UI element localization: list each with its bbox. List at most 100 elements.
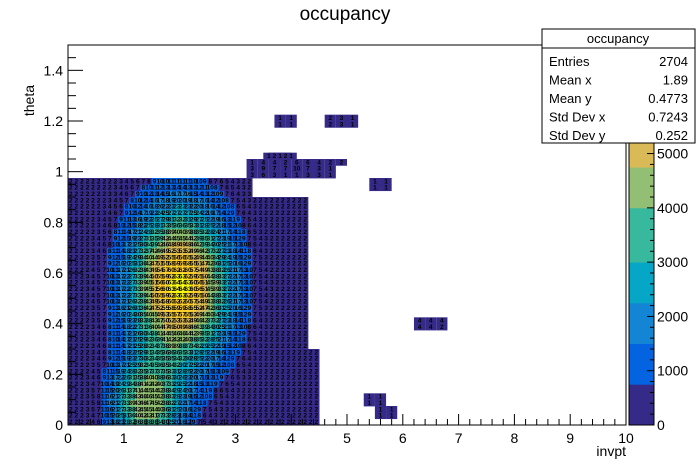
heatmap-cell-count: 17	[235, 299, 243, 306]
heatmap-cell-count: 18	[229, 318, 237, 325]
heatmap-cell-count: 3	[259, 349, 263, 356]
heatmap-cell-count: 9	[248, 254, 252, 261]
heatmap-cell-count: 2	[303, 381, 307, 388]
heatmap-cell	[235, 292, 242, 299]
heatmap-cell	[291, 418, 298, 426]
heatmap-cell-count: 14	[123, 229, 131, 236]
heatmap-cell-count: 42	[156, 400, 164, 407]
heatmap-cell	[168, 406, 175, 413]
heatmap-cell-count: 18	[190, 197, 198, 204]
heatmap-cell	[101, 260, 108, 268]
heatmap-cell-count: 11	[151, 185, 158, 192]
heatmap-cell-count: 4	[259, 235, 263, 242]
heatmap-cell-count: 2	[75, 248, 79, 255]
heatmap-cell	[246, 285, 253, 293]
heatmap-cell-count: 32	[168, 400, 176, 407]
heatmap-cell	[213, 387, 220, 394]
heatmap-cell	[112, 273, 119, 280]
heatmap-cell-count: 2	[225, 413, 229, 420]
heatmap-cell-count: 2	[298, 356, 302, 363]
heatmap-cell-count: 2	[314, 356, 318, 363]
heatmap-cell	[90, 273, 97, 280]
heatmap-cell-count: 17	[196, 375, 204, 382]
heatmap-cell-count: 31	[218, 305, 226, 312]
heatmap-cell	[201, 311, 208, 318]
heatmap-cell-count: 2	[287, 261, 291, 268]
heatmap-cell-count: 22	[229, 280, 237, 287]
heatmap-cell	[240, 209, 247, 217]
heatmap-cell	[268, 387, 275, 394]
heatmap-cell	[207, 380, 214, 388]
heatmap-cell	[229, 298, 236, 306]
heatmap-cell	[174, 406, 180, 413]
heatmap-cell-count: 2	[270, 368, 274, 375]
heatmap-cell-count: 4	[248, 204, 252, 211]
heatmap-cell-count: 4	[91, 375, 95, 382]
heatmap-cell-count: 2	[69, 362, 73, 369]
heatmap-cell-count: 21	[129, 242, 137, 249]
heatmap-cell-count: 2	[91, 178, 95, 185]
heatmap-cell-count: 5	[97, 261, 101, 268]
heatmap-cell	[79, 368, 86, 375]
heatmap-cell	[140, 393, 147, 401]
heatmap-cell-count: 35	[201, 235, 209, 242]
heatmap-cell-count: 2	[281, 318, 285, 325]
heatmap-cell-count: 2	[287, 349, 291, 356]
heatmap-cell	[90, 317, 97, 325]
heatmap-cell	[268, 330, 275, 337]
heatmap-cell-count: 24	[212, 229, 220, 236]
heatmap-cell-count: 6	[130, 185, 134, 192]
heatmap-cell-count: 12	[184, 419, 192, 426]
heatmap-cell-count: 2	[69, 337, 73, 344]
heatmap-cell-count: 39	[129, 400, 137, 407]
heatmap-cell-count: 2	[298, 394, 302, 401]
heatmap-cell	[118, 216, 125, 223]
heatmap-cell	[107, 184, 114, 192]
heatmap-cell-count: 2	[69, 185, 73, 192]
heatmap-cell-count: 2	[314, 368, 318, 375]
heatmap-cell	[162, 292, 169, 299]
heatmap-cell	[129, 266, 136, 274]
heatmap-cell-count: 9	[119, 216, 123, 223]
x-tick-label: 8	[511, 430, 519, 446]
heatmap-cell-count: 34	[190, 343, 198, 350]
heatmap-cell	[118, 323, 125, 331]
heatmap-cell	[302, 222, 309, 230]
heatmap-cell-count: 32	[196, 343, 204, 350]
heatmap-cell	[134, 266, 141, 274]
heatmap-cell-count: 55	[168, 254, 176, 261]
heatmap-cell-count: 9	[225, 368, 229, 375]
heatmap-cell-count: 9	[231, 210, 235, 217]
heatmap-cell-count: 7	[97, 381, 101, 388]
heatmap-cell	[235, 304, 242, 312]
heatmap-cell-count: 2	[287, 197, 291, 204]
heatmap-cell	[291, 406, 298, 413]
heatmap-cell	[68, 406, 74, 413]
heatmap-cell	[134, 330, 141, 337]
heatmap-cell	[213, 222, 220, 230]
heatmap-cell	[112, 336, 119, 344]
heatmap-cell-count: 2	[275, 311, 279, 318]
heatmap-cell	[174, 418, 180, 426]
heatmap-cell	[134, 216, 141, 223]
color-scale-segment	[629, 207, 654, 222]
heatmap-cell	[257, 399, 264, 407]
heatmap-cell-count: 2	[287, 324, 291, 331]
heatmap-cell	[190, 235, 197, 242]
heatmap-cell-count: 2	[275, 406, 279, 413]
heatmap-cell-count: 8	[231, 362, 235, 369]
heatmap-cell-count: 13	[112, 362, 120, 369]
heatmap-cell	[196, 228, 203, 236]
heatmap-cell-count: 6	[102, 330, 106, 337]
heatmap-cell	[313, 361, 320, 369]
heatmap-cell-count: 5	[97, 318, 101, 325]
heatmap-cell	[268, 393, 275, 401]
heatmap-cell	[246, 228, 253, 236]
heatmap-cell-count: 31	[145, 235, 153, 242]
heatmap-cell	[246, 178, 253, 185]
heatmap-cell-count: 5	[259, 305, 263, 312]
heatmap-cell	[246, 171, 258, 179]
heatmap-cell	[285, 216, 292, 223]
heatmap-cell-count: 2	[75, 191, 79, 198]
heatmap-cell	[436, 323, 448, 331]
